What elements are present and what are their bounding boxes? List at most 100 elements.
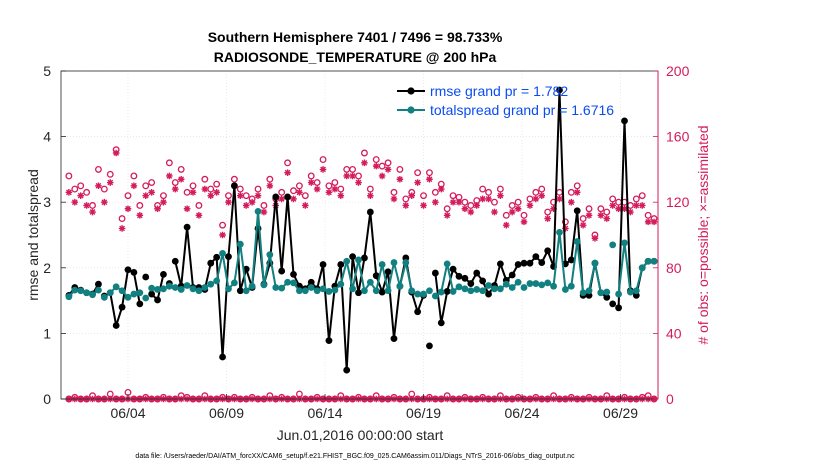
obs-assimilated-point bbox=[213, 189, 220, 196]
spread-point bbox=[343, 257, 351, 265]
obs-possible-point bbox=[100, 185, 108, 193]
obs-possible-point bbox=[142, 182, 150, 190]
rmse-point bbox=[496, 260, 504, 268]
spread-point bbox=[502, 280, 510, 288]
obs-possible-point bbox=[532, 188, 540, 196]
rmse-segment bbox=[434, 272, 443, 324]
y-tick-label-left: 3 bbox=[43, 194, 51, 210]
obs-assimilated-point bbox=[177, 175, 185, 183]
obs-assimilated-point bbox=[248, 198, 256, 206]
obs-assimilated-point bbox=[408, 192, 416, 199]
obs-assimilated-point bbox=[219, 231, 226, 239]
obs-possible-point bbox=[597, 205, 605, 213]
y-tick-label-left: 2 bbox=[43, 260, 51, 276]
obs-possible-point bbox=[603, 208, 611, 216]
rmse-point bbox=[603, 293, 611, 301]
rmse-point bbox=[556, 86, 563, 94]
obs-possible-point bbox=[585, 205, 593, 213]
rmse-point bbox=[526, 259, 534, 267]
spread-segment bbox=[239, 244, 248, 291]
spread-point bbox=[248, 282, 256, 290]
rmse-point bbox=[307, 278, 315, 286]
rmse-point bbox=[95, 280, 102, 288]
y-axis-left-label: rmse and totalspread bbox=[25, 169, 41, 301]
obs-assimilated-point bbox=[556, 195, 563, 203]
spread-point bbox=[254, 207, 262, 215]
x-axis: 06/04 06/09 06/14 06/19 06/24 06/29 bbox=[110, 394, 638, 421]
obs-assimilated-point bbox=[355, 179, 362, 186]
rmse-point bbox=[443, 288, 451, 295]
rmse-segment bbox=[410, 291, 419, 313]
rmse-point bbox=[112, 322, 120, 329]
spread-point bbox=[325, 288, 333, 295]
obs-assimilated-point bbox=[591, 234, 599, 242]
left-y-axis: 0 1 2 3 4 5 bbox=[43, 63, 66, 407]
rmse-point bbox=[473, 269, 481, 277]
obs-possible-point bbox=[124, 192, 132, 200]
obs-assimilated-point bbox=[597, 212, 605, 219]
obs-possible-point bbox=[632, 195, 640, 203]
obs-assimilated-point bbox=[367, 192, 374, 199]
spread-point bbox=[160, 285, 167, 293]
obs-assimilated-point bbox=[514, 205, 522, 213]
spread-point bbox=[437, 288, 445, 296]
obs-assimilated-point bbox=[372, 162, 380, 170]
spread-segment bbox=[552, 232, 561, 287]
obs-possible-point bbox=[77, 182, 85, 190]
x-tick-label: 06/14 bbox=[307, 405, 342, 421]
spread-point bbox=[65, 293, 73, 301]
spread-point bbox=[556, 228, 563, 236]
obs-possible-point bbox=[378, 162, 386, 170]
obs-possible-point bbox=[520, 211, 528, 219]
rmse-point bbox=[290, 270, 297, 278]
obs-assimilated-point bbox=[437, 185, 445, 193]
spread-point bbox=[219, 249, 226, 257]
obs-possible-point bbox=[266, 175, 274, 183]
spread-point bbox=[118, 287, 126, 295]
rmse-segment bbox=[558, 89, 567, 264]
obs-assimilated-point bbox=[71, 198, 79, 206]
spread-segment bbox=[393, 262, 401, 287]
rmse-point bbox=[544, 247, 552, 255]
rmse-point bbox=[349, 253, 357, 261]
spread-point bbox=[225, 285, 232, 293]
obs-assimilated-point bbox=[201, 185, 209, 193]
obs-possible-point bbox=[502, 211, 510, 219]
obs-possible-point bbox=[443, 205, 451, 213]
obs-assimilated-point bbox=[520, 218, 528, 226]
obs-possible-point bbox=[313, 179, 321, 186]
spread-segment bbox=[215, 253, 224, 282]
rmse-point bbox=[183, 223, 191, 231]
obs-assimilated-point bbox=[491, 208, 498, 216]
rmse-segment bbox=[180, 227, 189, 287]
obs-assimilated-point bbox=[325, 189, 333, 196]
y-tick-label-left: 0 bbox=[43, 391, 51, 407]
obs-assimilated-point bbox=[106, 179, 114, 186]
rmse-point bbox=[213, 253, 221, 261]
footnote-data-file: data file: /Users/raeder/DAI/ATM_forcXX/… bbox=[135, 453, 575, 460]
spread-point bbox=[461, 285, 469, 293]
spread-point bbox=[242, 287, 250, 295]
rmse-segment bbox=[227, 185, 236, 257]
obs-assimilated-point bbox=[189, 189, 197, 196]
spread-point bbox=[355, 256, 362, 264]
rmse-segment bbox=[392, 286, 401, 339]
obs-assimilated-point bbox=[538, 192, 546, 199]
obs-assimilated-point bbox=[343, 172, 350, 180]
legend-label-spread: totalspread grand pr = 1.6716 bbox=[430, 102, 614, 118]
obs-possible-point bbox=[319, 156, 327, 164]
obs-possible-point bbox=[461, 198, 469, 206]
rmse-segment bbox=[440, 291, 449, 324]
rmse-point bbox=[508, 271, 516, 279]
spread-point bbox=[561, 286, 569, 293]
rmse-segment bbox=[174, 261, 183, 287]
spread-point bbox=[230, 279, 238, 287]
obs-possible-point bbox=[573, 182, 581, 190]
rmse-point bbox=[520, 259, 528, 267]
spread-segment bbox=[357, 259, 366, 291]
obs-possible-point bbox=[219, 221, 227, 229]
obs-possible-point bbox=[118, 215, 126, 223]
spread-point bbox=[71, 286, 79, 294]
obs-assimilated-point bbox=[497, 192, 504, 199]
obs-possible-point bbox=[449, 192, 457, 200]
